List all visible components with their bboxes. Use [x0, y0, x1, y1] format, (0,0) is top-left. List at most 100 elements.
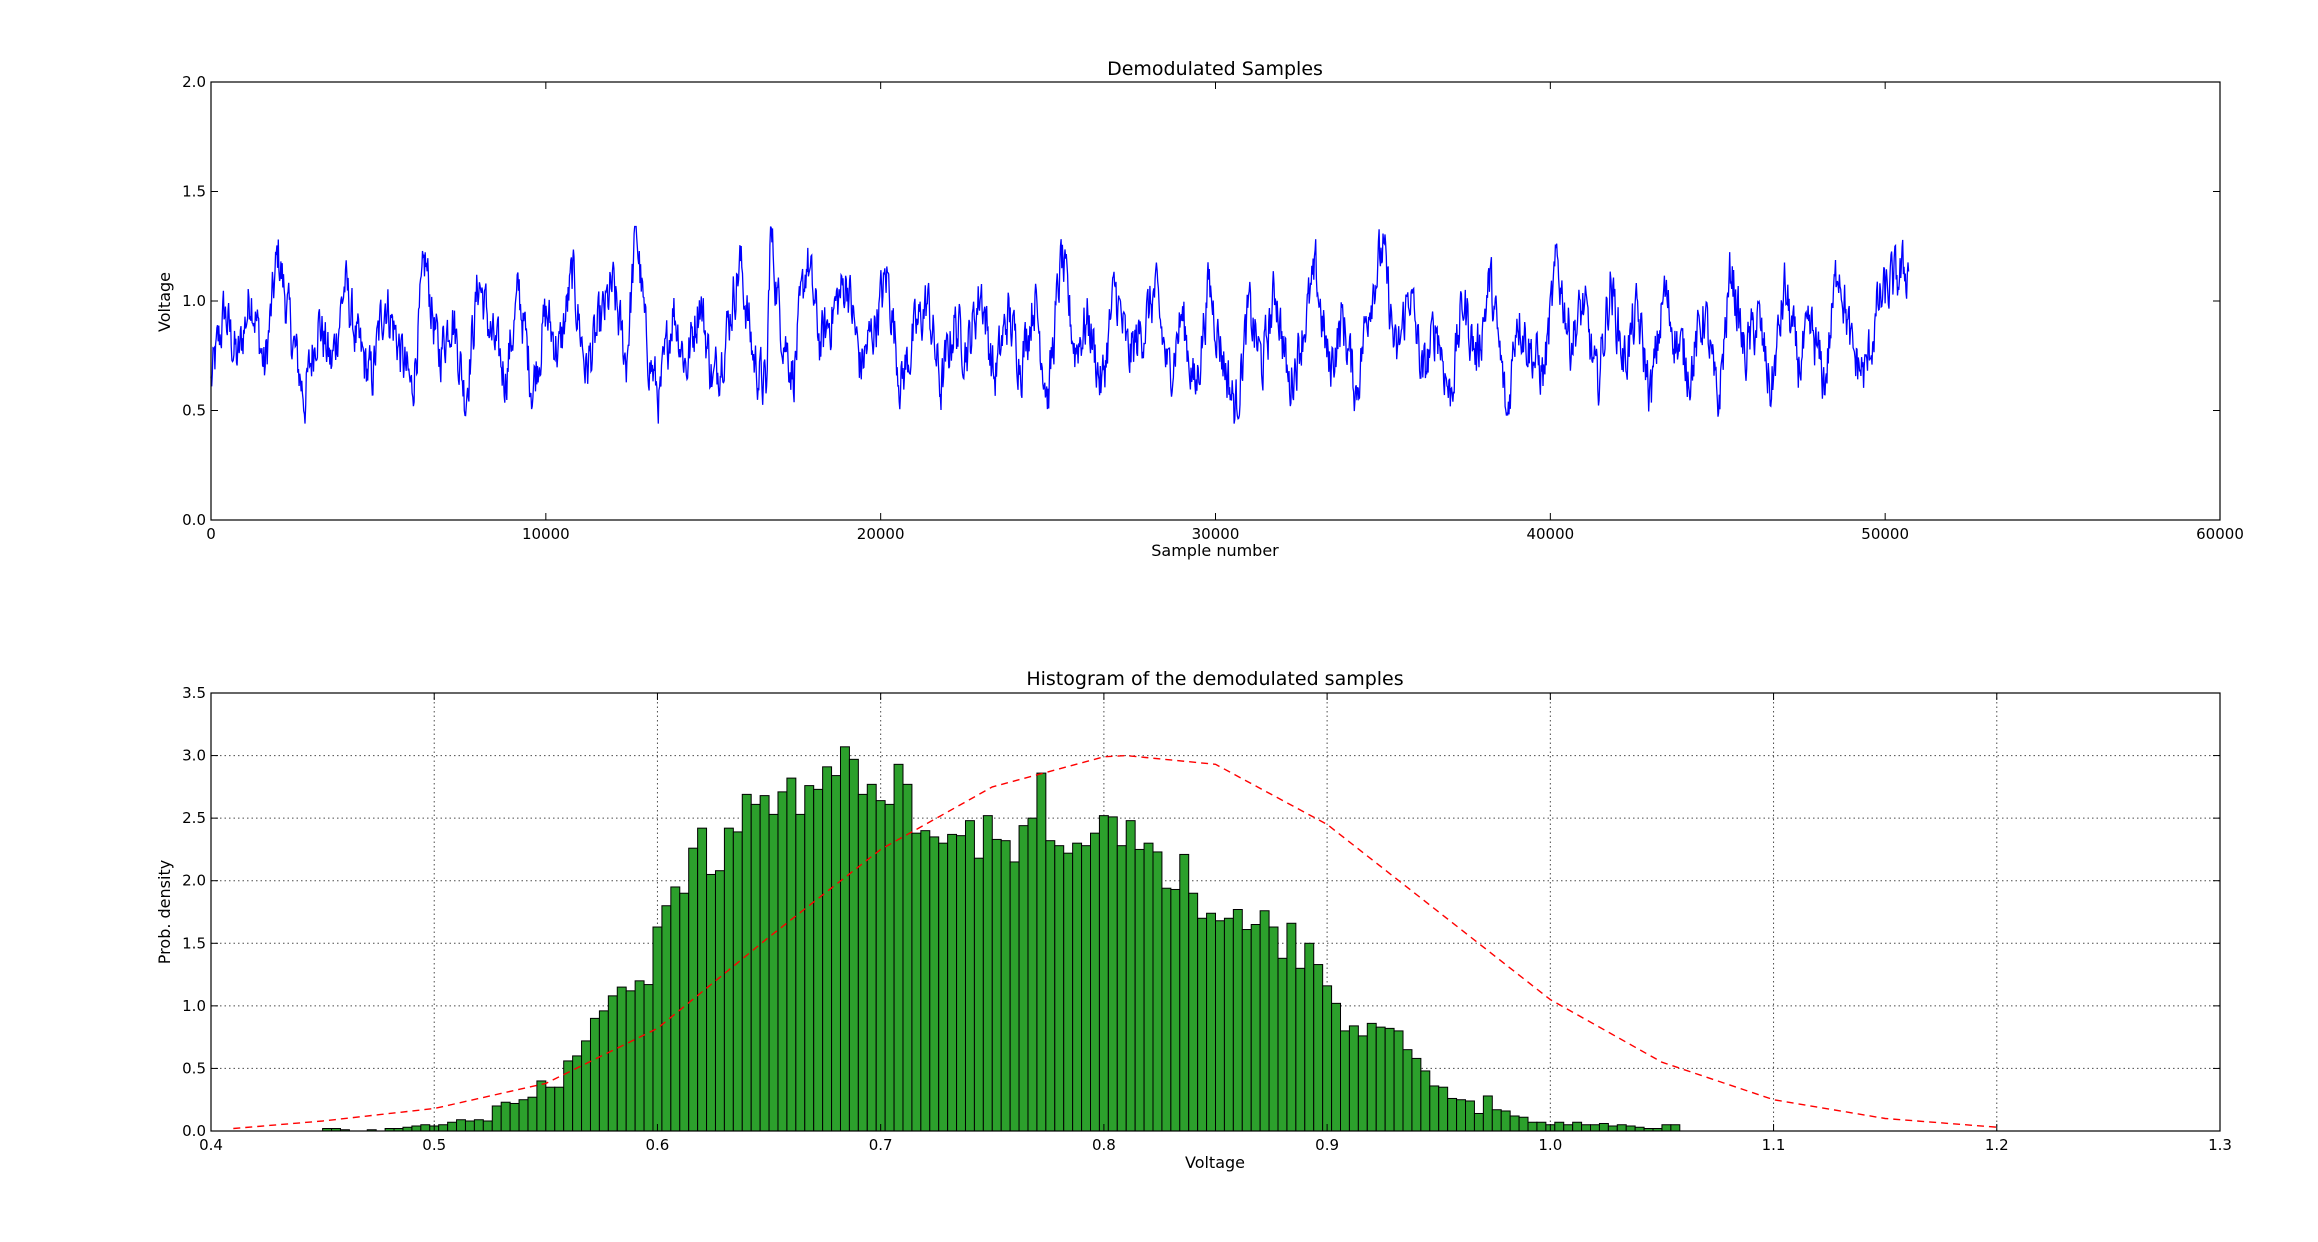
histogram-bar	[1670, 1124, 1681, 1132]
histogram-bar	[1375, 1026, 1386, 1132]
x-tick-label: 20000	[857, 525, 905, 543]
histogram-bar	[643, 984, 654, 1132]
histogram-bar	[938, 842, 949, 1132]
histogram-bar	[1411, 1057, 1422, 1132]
y-tick-label: 2.0	[182, 872, 206, 890]
histogram-bar	[1429, 1085, 1440, 1132]
y-tick-label: 0.0	[182, 1122, 206, 1140]
x-axis-label: Voltage	[1185, 1153, 1245, 1172]
histogram-bar	[777, 791, 788, 1132]
histogram-bar	[1107, 816, 1118, 1132]
plot-area	[210, 81, 2221, 521]
histogram-bar	[1027, 817, 1038, 1132]
histogram-bar	[822, 766, 833, 1132]
histogram-bar	[706, 873, 716, 1132]
histogram-bar	[670, 886, 681, 1132]
histogram-bar	[482, 1120, 493, 1132]
histogram-bar	[1277, 957, 1288, 1132]
histogram-bar	[1063, 852, 1074, 1132]
histogram-bar	[420, 1124, 431, 1132]
y-tick-label: 3.0	[182, 747, 206, 765]
demodulated-samples-chart: Demodulated Samples 0 10000 20000 30000 4000…	[155, 58, 2244, 560]
histogram-bar	[473, 1119, 484, 1132]
histogram-bar	[697, 827, 708, 1132]
histogram-bar	[1581, 1124, 1592, 1132]
x-tick-label: 0.9	[1315, 1136, 1339, 1154]
histogram-bar	[616, 986, 627, 1132]
histogram-bar	[1188, 892, 1199, 1132]
histogram-bar	[857, 793, 868, 1132]
histogram-bar	[1447, 1097, 1458, 1132]
histogram-bar	[804, 785, 815, 1132]
histogram-bar	[1500, 1110, 1511, 1132]
histogram-bar	[1125, 820, 1136, 1132]
histogram-bar	[1661, 1124, 1672, 1132]
y-tick-label: 0.0	[182, 511, 206, 529]
histogram-bar	[527, 1096, 538, 1132]
x-axis-label: Sample number	[1151, 541, 1279, 560]
x-tick-label: 1.3	[2208, 1136, 2232, 1154]
histogram-bar	[732, 831, 743, 1132]
histogram-bar	[1572, 1121, 1583, 1132]
x-tick-label: 10000	[522, 525, 570, 543]
histogram-bar	[607, 995, 618, 1132]
histogram-bar	[456, 1119, 466, 1132]
series-line	[210, 225, 1910, 424]
x-tick-label: 0.6	[646, 1136, 670, 1154]
histogram-bar	[1491, 1109, 1502, 1132]
histogram-bar	[839, 746, 850, 1132]
histogram-bar	[1072, 842, 1083, 1132]
histogram-bar	[1563, 1124, 1574, 1132]
histogram-bar	[652, 926, 663, 1132]
histogram-bar	[1241, 929, 1252, 1132]
y-axis-label: Prob. density	[155, 860, 174, 964]
x-tick-label: 0.8	[1092, 1136, 1116, 1154]
y-tick-label: 1.0	[182, 292, 206, 310]
y-tick-label: 3.5	[182, 684, 206, 702]
histogram-bar	[1348, 1025, 1359, 1132]
histogram-bar	[563, 1060, 574, 1132]
x-tick-label: 0.4	[199, 1136, 223, 1154]
histogram-bar	[1170, 888, 1181, 1132]
chart-title: Histogram of the demodulated samples	[1026, 668, 1403, 690]
histogram-bar	[1607, 1125, 1618, 1132]
chart-title: Demodulated Samples	[1107, 58, 1323, 80]
histogram-bar	[1357, 1035, 1368, 1132]
histogram-bar	[509, 1102, 520, 1132]
histogram-bar	[920, 830, 931, 1132]
histogram-chart: Histogram of the demodulated samples 0.4…	[155, 668, 2232, 1172]
histogram-bar	[598, 1010, 609, 1132]
histogram-bar	[1420, 1070, 1431, 1132]
histogram-bar	[759, 795, 770, 1132]
histogram-bar	[973, 857, 984, 1132]
histogram-bar	[1098, 815, 1109, 1132]
histogram-bar	[1143, 842, 1154, 1132]
histogram-bar	[1616, 1124, 1627, 1132]
histogram-bar	[1232, 909, 1243, 1132]
plot-frame	[210, 692, 2221, 1132]
histogram-bar	[1018, 825, 1029, 1132]
x-tick-label: 0.7	[869, 1136, 893, 1154]
histogram-bar	[1286, 922, 1297, 1132]
histogram-bar	[1116, 845, 1127, 1132]
histogram-bar	[1590, 1124, 1600, 1132]
y-tick-label: 1.5	[182, 934, 206, 952]
histogram-bar	[1179, 853, 1190, 1132]
histogram-bar	[813, 788, 824, 1132]
histogram-bar	[1259, 910, 1270, 1132]
histogram-bar	[688, 847, 699, 1132]
y-tick-label: 2.0	[182, 73, 206, 91]
histogram-bar	[1322, 985, 1333, 1132]
x-tick-label: 30000	[1192, 525, 1240, 543]
histogram-bar	[1090, 832, 1100, 1132]
histogram-bar	[581, 1040, 591, 1132]
histogram-bar	[545, 1086, 556, 1132]
histogram-bar	[1518, 1116, 1529, 1132]
x-tick-label: 40000	[1526, 525, 1574, 543]
histogram-bar	[831, 775, 841, 1132]
histogram-bar	[1054, 845, 1065, 1132]
y-tick-label: 1.0	[182, 997, 206, 1015]
histogram-bar	[411, 1125, 422, 1132]
histogram-bar	[447, 1121, 458, 1132]
x-tick-label: 50000	[1861, 525, 1909, 543]
